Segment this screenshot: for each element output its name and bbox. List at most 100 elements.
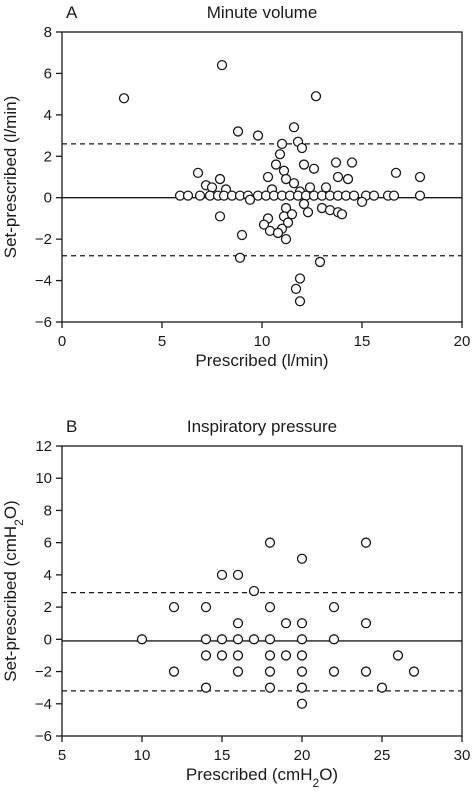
data-point	[118, 93, 130, 104]
data-point	[346, 157, 358, 168]
y-tick-label: −6	[35, 314, 52, 331]
y-tick-label: 10	[35, 470, 52, 487]
data-point	[408, 666, 420, 677]
data-point	[232, 126, 244, 137]
data-point	[168, 666, 180, 677]
y-tick-label: 0	[44, 631, 52, 648]
data-point	[328, 634, 340, 645]
data-point	[264, 682, 276, 693]
data-point	[320, 182, 332, 193]
panel-a-points	[118, 59, 426, 307]
data-point	[280, 650, 292, 661]
data-point	[232, 634, 244, 645]
data-point	[388, 190, 400, 201]
data-point	[272, 227, 284, 239]
y-tick-label: 0	[44, 190, 52, 207]
data-point	[314, 256, 326, 268]
data-point	[232, 666, 244, 677]
panel-a-letter: A	[66, 3, 78, 22]
x-tick-label: 20	[294, 747, 311, 764]
x-tick-label: 25	[374, 747, 391, 764]
x-tick-label: 15	[354, 333, 371, 350]
data-point	[342, 173, 354, 185]
data-point	[232, 569, 244, 581]
x-tick-label: 5	[158, 333, 166, 350]
x-tick-label: 20	[454, 333, 471, 350]
data-point	[296, 142, 308, 154]
data-point	[304, 182, 316, 193]
y-tick-label: 8	[44, 502, 52, 519]
data-point	[264, 601, 276, 613]
data-point	[360, 618, 372, 629]
data-point	[182, 190, 194, 201]
data-point	[136, 634, 148, 645]
data-point	[168, 601, 180, 613]
data-point	[288, 122, 300, 133]
panel-b-x-axis-label-sub: 2	[313, 776, 320, 790]
panel-a-x-ticks: 0 5 10 15 20	[58, 322, 471, 350]
panel-b-y-axis-label: Set-prescribed (cmH2O)	[1, 500, 26, 681]
data-point	[290, 283, 302, 295]
panel-b-y-ticks: −6 −4 −2 0 2 4 6 8 10 12	[35, 438, 62, 745]
panel-b-title: Inspiratory pressure	[187, 417, 337, 436]
data-point	[296, 634, 308, 645]
data-point	[262, 171, 274, 183]
data-point	[308, 163, 320, 174]
y-tick-label: 2	[44, 599, 52, 616]
data-point	[264, 650, 276, 661]
data-point	[376, 682, 388, 693]
panel-a-plot-frame	[61, 31, 463, 323]
data-point	[214, 173, 226, 185]
panel-b-x-ticks: 5 10 15 20 25 30	[58, 736, 470, 764]
data-point	[332, 171, 344, 183]
data-point	[360, 666, 372, 677]
data-point	[286, 209, 298, 220]
data-point	[294, 296, 306, 307]
data-point	[264, 634, 276, 645]
data-point	[274, 149, 286, 160]
data-point	[298, 159, 310, 170]
panel-b-y-axis-label-pre: Set-prescribed (cmH	[1, 526, 20, 682]
y-tick-label: −6	[35, 728, 52, 745]
data-point	[194, 190, 206, 201]
x-tick-label: 5	[58, 747, 66, 764]
panel-b-y-axis-label-sub: 2	[12, 519, 26, 526]
data-point	[280, 173, 292, 185]
x-tick-label: 10	[254, 333, 271, 350]
data-point	[310, 91, 322, 102]
panel-b-x-axis-label: Prescribed (cmH2O)	[186, 765, 338, 790]
data-point	[244, 194, 256, 205]
data-point	[414, 171, 426, 183]
data-point	[270, 159, 282, 170]
data-point	[248, 634, 260, 645]
panel-b-points	[136, 537, 420, 709]
data-point	[330, 157, 342, 168]
data-point	[192, 167, 204, 179]
data-point	[206, 182, 218, 193]
data-point	[200, 601, 212, 613]
data-point	[278, 165, 290, 176]
data-point	[200, 634, 212, 645]
panel-b-x-axis-label-pre: Prescribed (cmH	[186, 765, 313, 784]
panel-a: A Minute volume 0 5 10 15 20 −6 −4 −2 0 2 4 6 8 Pre…	[1, 3, 470, 370]
panel-b: B Inspiratory pressure 5 10 15 20 25 30 −6−4−…	[1, 417, 470, 790]
data-point	[296, 682, 308, 693]
panel-a-y-axis-label: Set-prescribed (l/min)	[1, 96, 20, 259]
panel-b-x-axis-label-post: O)	[319, 765, 338, 784]
panel-a-x-axis-label: Prescribed (l/min)	[195, 351, 328, 370]
data-point	[296, 666, 308, 677]
data-point	[216, 634, 228, 645]
panel-b-plot-frame	[61, 445, 463, 737]
data-point	[236, 229, 248, 241]
data-point	[348, 190, 360, 201]
y-tick-label: 8	[44, 24, 52, 41]
data-point	[280, 233, 292, 245]
data-point	[276, 138, 288, 150]
x-tick-label: 10	[134, 747, 151, 764]
y-tick-label: 4	[44, 567, 52, 584]
data-point	[360, 537, 372, 548]
data-point	[258, 219, 270, 230]
data-point	[414, 190, 426, 201]
y-tick-label: −2	[35, 231, 52, 248]
data-point	[296, 553, 308, 564]
